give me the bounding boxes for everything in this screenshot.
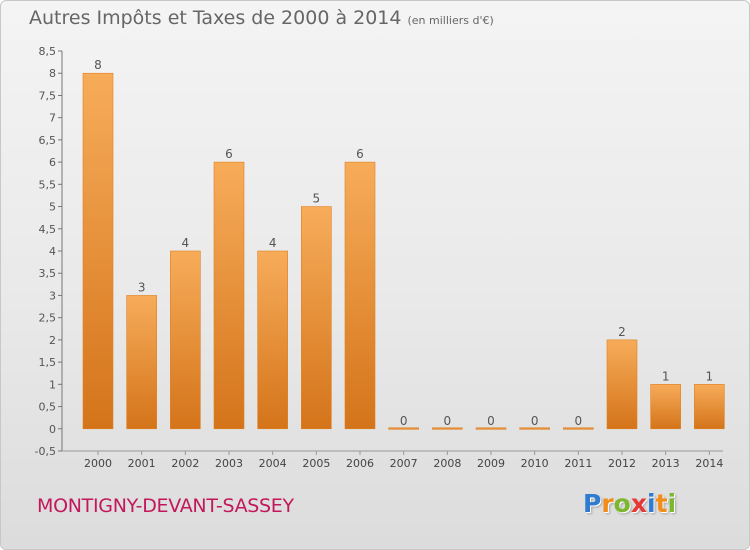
y-tick-label: 8 [49,67,56,80]
x-tick-label-2000: 2000 [84,457,112,470]
logo-letter: x [630,489,647,518]
x-tick-label-2010: 2010 [521,457,549,470]
data-label-2007: 0 [400,414,408,428]
bar-2004 [257,250,288,430]
y-tick-label: 8,5 [39,45,57,58]
bar-2000 [82,72,114,430]
chart-subtitle: (en milliers d'€) [407,14,494,27]
bar-2005 [301,206,332,430]
data-label-2005: 5 [313,192,321,206]
data-label-2010: 0 [531,414,539,428]
data-label-2008: 0 [444,414,452,428]
x-tick-label-2003: 2003 [215,457,243,470]
x-tick-label-2001: 2001 [128,457,156,470]
y-tick-label: 4 [49,245,56,258]
data-label-2003: 6 [225,147,233,161]
x-tick-label-2002: 2002 [171,457,199,470]
x-tick-label-2009: 2009 [477,457,505,470]
data-label-2006: 6 [356,147,364,161]
bar-2011 [563,427,594,430]
bar-2003 [213,161,245,430]
y-tick-label: 4,5 [39,223,57,236]
data-label-2012: 2 [618,325,626,339]
chart-title-text: Autres Impôts et Taxes de 2000 à 2014 [29,7,402,29]
data-label-2001: 3 [138,280,146,294]
y-tick-label: 2,5 [39,312,57,325]
logo-letter: i [667,489,677,518]
bar-2013 [650,384,681,430]
y-tick-label: 3,5 [39,267,57,280]
bar-2008 [432,427,463,430]
x-tick-label-2005: 2005 [302,457,330,470]
x-tick-label-2011: 2011 [564,457,592,470]
y-tick-label: 5 [49,201,56,214]
bar-2007 [388,427,419,430]
data-label-2011: 0 [575,414,583,428]
x-tick-label-2013: 2013 [652,457,680,470]
data-label-2000: 8 [94,58,102,72]
x-tick-label-2006: 2006 [346,457,374,470]
bar-2009 [475,427,507,430]
data-label-2009: 0 [487,414,495,428]
data-label-2013: 1 [662,369,670,383]
y-tick-label: 0 [49,423,56,436]
y-tick-label: 7 [49,112,56,125]
y-tick-label: 2 [49,334,56,347]
x-tick-label-2008: 2008 [433,457,461,470]
y-tick-label: 3 [49,289,56,302]
bar-2012 [606,339,638,430]
data-label-2014: 1 [706,369,714,383]
logo-letter: r [601,489,614,518]
bar-2001 [126,295,157,430]
logo-letter: t [655,489,668,518]
data-label-2004: 4 [269,236,277,250]
chart-title: Autres Impôts et Taxes de 2000 à 2014 (en… [29,7,494,29]
bar-2002 [170,250,201,430]
y-tick-label: -0,5 [35,445,56,458]
city-name: MONTIGNY-DEVANT-SASSEY [37,495,294,517]
logo-letter: i [647,489,656,518]
y-tick-label: 0,5 [39,401,57,414]
x-tick-label-2014: 2014 [695,457,723,470]
y-tick-label: 1,5 [39,356,57,369]
x-tick-label-2012: 2012 [608,457,636,470]
bar-2006 [344,161,376,430]
proxiti-logo: Proxiti [583,489,676,518]
y-tick-label: 5,5 [39,178,57,191]
x-tick-label-2004: 2004 [259,457,287,470]
y-tick-label: 6 [49,156,56,169]
logo-letter: o [613,489,631,518]
y-tick-label: 7,5 [39,89,57,102]
data-label-2002: 4 [182,236,190,250]
bar-2010 [519,427,550,430]
logo-letter: P [583,489,602,518]
y-tick-label: 1 [49,378,56,391]
y-tick-label: 6,5 [39,134,57,147]
x-tick-label-2007: 2007 [390,457,418,470]
bar-2014 [694,384,725,430]
